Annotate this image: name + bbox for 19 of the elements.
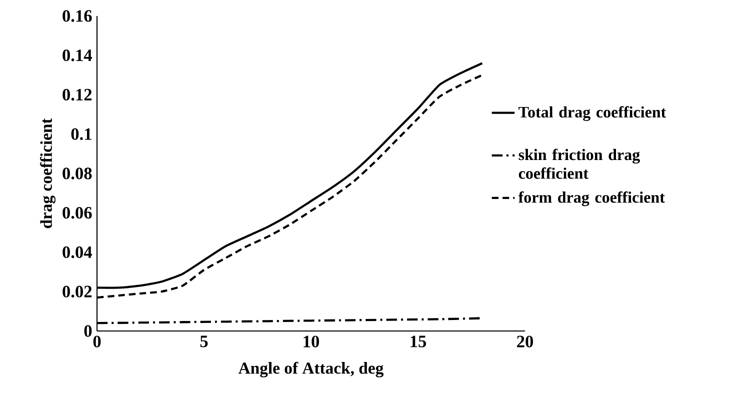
x-tick-label: 15: [410, 336, 426, 348]
y-tick-label: 0.16: [62, 10, 92, 22]
y-tick-label: 0.04: [62, 246, 92, 258]
legend-label: form drag coefficient: [518, 191, 665, 206]
y-tick-label: 0.02: [62, 286, 92, 298]
y-axis-title: drag coefficient: [40, 118, 56, 228]
y-tick-label: 0.12: [62, 88, 92, 101]
y-tick-label: 0: [84, 325, 92, 337]
x-tick-label: 10: [304, 336, 320, 348]
y-tick-label: 0.1: [71, 128, 92, 140]
legend-label: Total drag coefficient: [518, 106, 666, 121]
x-tick-label: 5: [200, 336, 208, 348]
legend-label: skin friction drag coefficient: [518, 148, 640, 179]
x-tick-label: 0: [93, 336, 101, 348]
y-tick-label: 0.06: [62, 206, 92, 219]
x-axis-title: Angle of Attack, deg: [238, 362, 384, 378]
y-tick-label: 0.08: [62, 168, 92, 180]
x-tick-label: 20: [517, 336, 534, 348]
y-tick-label: 0.14: [62, 49, 92, 62]
